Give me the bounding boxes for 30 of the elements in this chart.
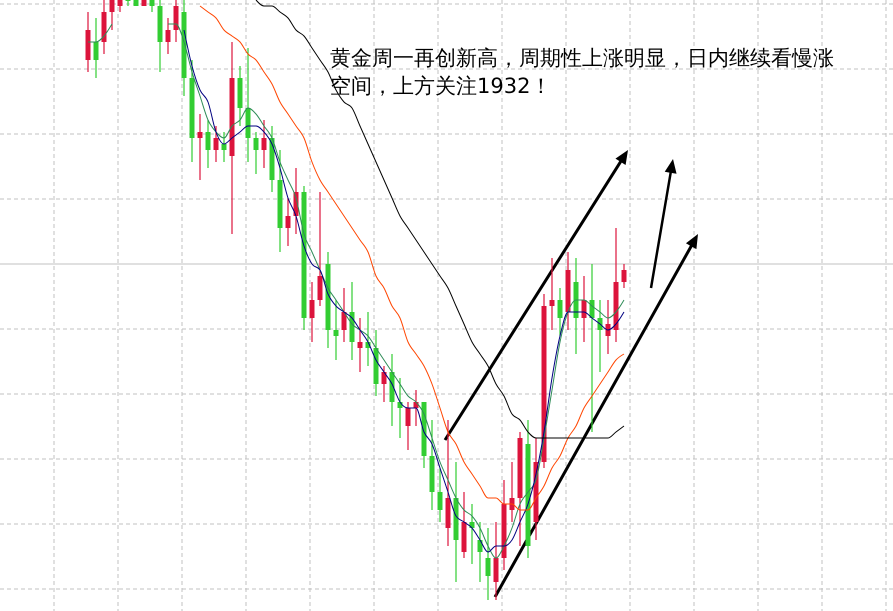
candlestick bbox=[254, 131, 258, 175]
candlestick bbox=[222, 131, 226, 163]
candlestick bbox=[478, 521, 482, 583]
candlestick bbox=[550, 257, 554, 331]
candlestick bbox=[486, 527, 490, 601]
candlestick bbox=[310, 281, 314, 343]
candlestick bbox=[494, 521, 498, 601]
candlestick bbox=[262, 119, 266, 169]
candlestick bbox=[110, 0, 114, 31]
candlestick bbox=[558, 287, 562, 337]
candlestick bbox=[358, 317, 362, 373]
candlestick bbox=[510, 461, 514, 523]
candlestick bbox=[166, 17, 170, 55]
candlestick bbox=[286, 197, 290, 247]
candlestick bbox=[342, 287, 346, 343]
candlestick bbox=[438, 467, 442, 523]
candlestick bbox=[406, 401, 410, 451]
candlestick bbox=[382, 365, 386, 403]
candlestick bbox=[334, 299, 338, 361]
candlestick bbox=[606, 299, 610, 355]
candlestick bbox=[174, 0, 178, 43]
candlestick bbox=[214, 125, 218, 163]
candlestick bbox=[622, 263, 626, 289]
candlestick bbox=[198, 113, 202, 181]
candlestick bbox=[118, 0, 122, 13]
candlestick bbox=[318, 191, 322, 307]
candlestick bbox=[206, 119, 210, 169]
candlestick bbox=[150, 0, 154, 13]
candlestick bbox=[94, 17, 98, 79]
candlestick bbox=[582, 275, 586, 343]
